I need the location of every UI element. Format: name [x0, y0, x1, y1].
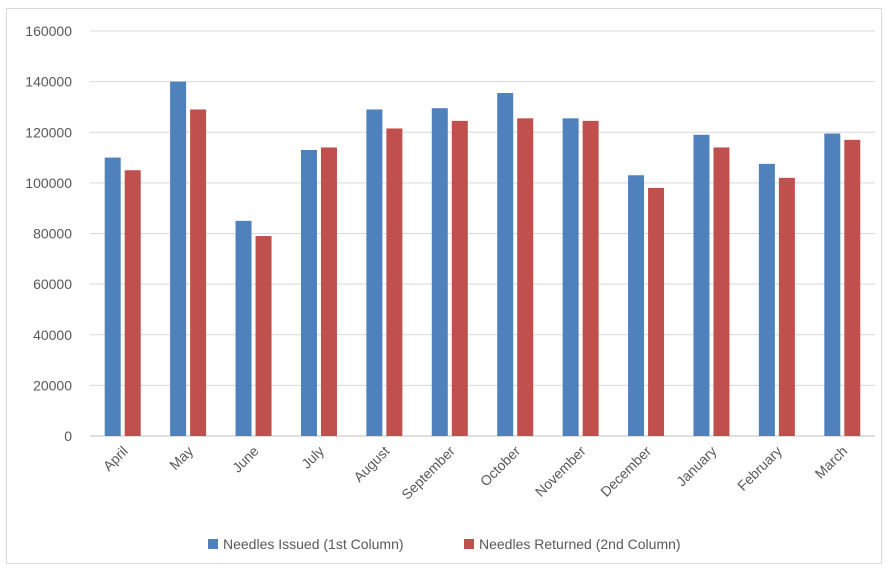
bar-issued-february: [758, 163, 775, 436]
bar-returned-july: [320, 147, 337, 436]
bar-issued-october: [497, 93, 514, 436]
legend-label: Needles Issued (1st Column): [223, 536, 404, 552]
y-tick-label: 140000: [25, 74, 72, 90]
bar-returned-march: [844, 139, 861, 436]
y-tick-label: 120000: [25, 124, 72, 140]
x-tick-label: March: [812, 443, 851, 482]
x-tick-label: May: [166, 443, 196, 473]
x-tick-label: August: [350, 443, 392, 485]
bar-issued-april: [104, 157, 121, 436]
gridlines: [90, 30, 875, 437]
y-tick-label: 40000: [33, 327, 72, 343]
y-tick-label: 20000: [33, 377, 72, 393]
x-tick-label: December: [597, 443, 654, 500]
bar-returned-february: [778, 177, 795, 436]
bar-issued-november: [562, 118, 579, 436]
y-tick-label: 100000: [25, 175, 72, 191]
bar-returned-april: [124, 170, 141, 436]
x-tick-label: November: [532, 443, 589, 500]
bar-returned-december: [648, 187, 665, 436]
x-tick-label: February: [734, 443, 785, 494]
legend-label: Needles Returned (2nd Column): [479, 536, 681, 552]
x-tick-label: June: [229, 443, 262, 476]
bar-issued-march: [824, 133, 841, 436]
x-tick-label: July: [298, 443, 327, 472]
bar-returned-august: [386, 128, 403, 436]
legend: Needles Issued (1st Column) Needles Retur…: [208, 536, 681, 552]
bar-returned-may: [190, 109, 207, 436]
y-tick-label: 160000: [25, 23, 72, 39]
bar-issued-august: [366, 109, 383, 436]
bar-returned-october: [517, 118, 534, 436]
x-tick-label: October: [477, 443, 524, 490]
bar-issued-january: [693, 134, 710, 436]
x-tick-label: January: [673, 443, 720, 490]
x-tick-label: September: [398, 443, 458, 503]
bar-issued-july: [300, 149, 317, 436]
x-tick-label: April: [100, 443, 131, 474]
y-tick-label: 80000: [33, 226, 72, 242]
bar-returned-september: [451, 120, 468, 436]
bar-issued-december: [628, 175, 645, 436]
bars: [104, 81, 861, 436]
bar-issued-september: [431, 108, 448, 436]
x-axis-ticks: April May June July August September October No…: [100, 443, 851, 503]
y-axis-ticks: 0 20000 40000 60000 80000 100000 120000 140000 1…: [25, 23, 72, 444]
bar-issued-may: [170, 81, 187, 436]
y-tick-label: 0: [64, 428, 72, 444]
bar-returned-november: [582, 120, 599, 436]
legend-swatch: [208, 539, 218, 549]
legend-swatch: [464, 539, 474, 549]
y-tick-label: 60000: [33, 276, 72, 292]
bar-returned-june: [255, 236, 272, 436]
bar-returned-january: [713, 147, 730, 436]
bar-issued-june: [235, 220, 252, 436]
